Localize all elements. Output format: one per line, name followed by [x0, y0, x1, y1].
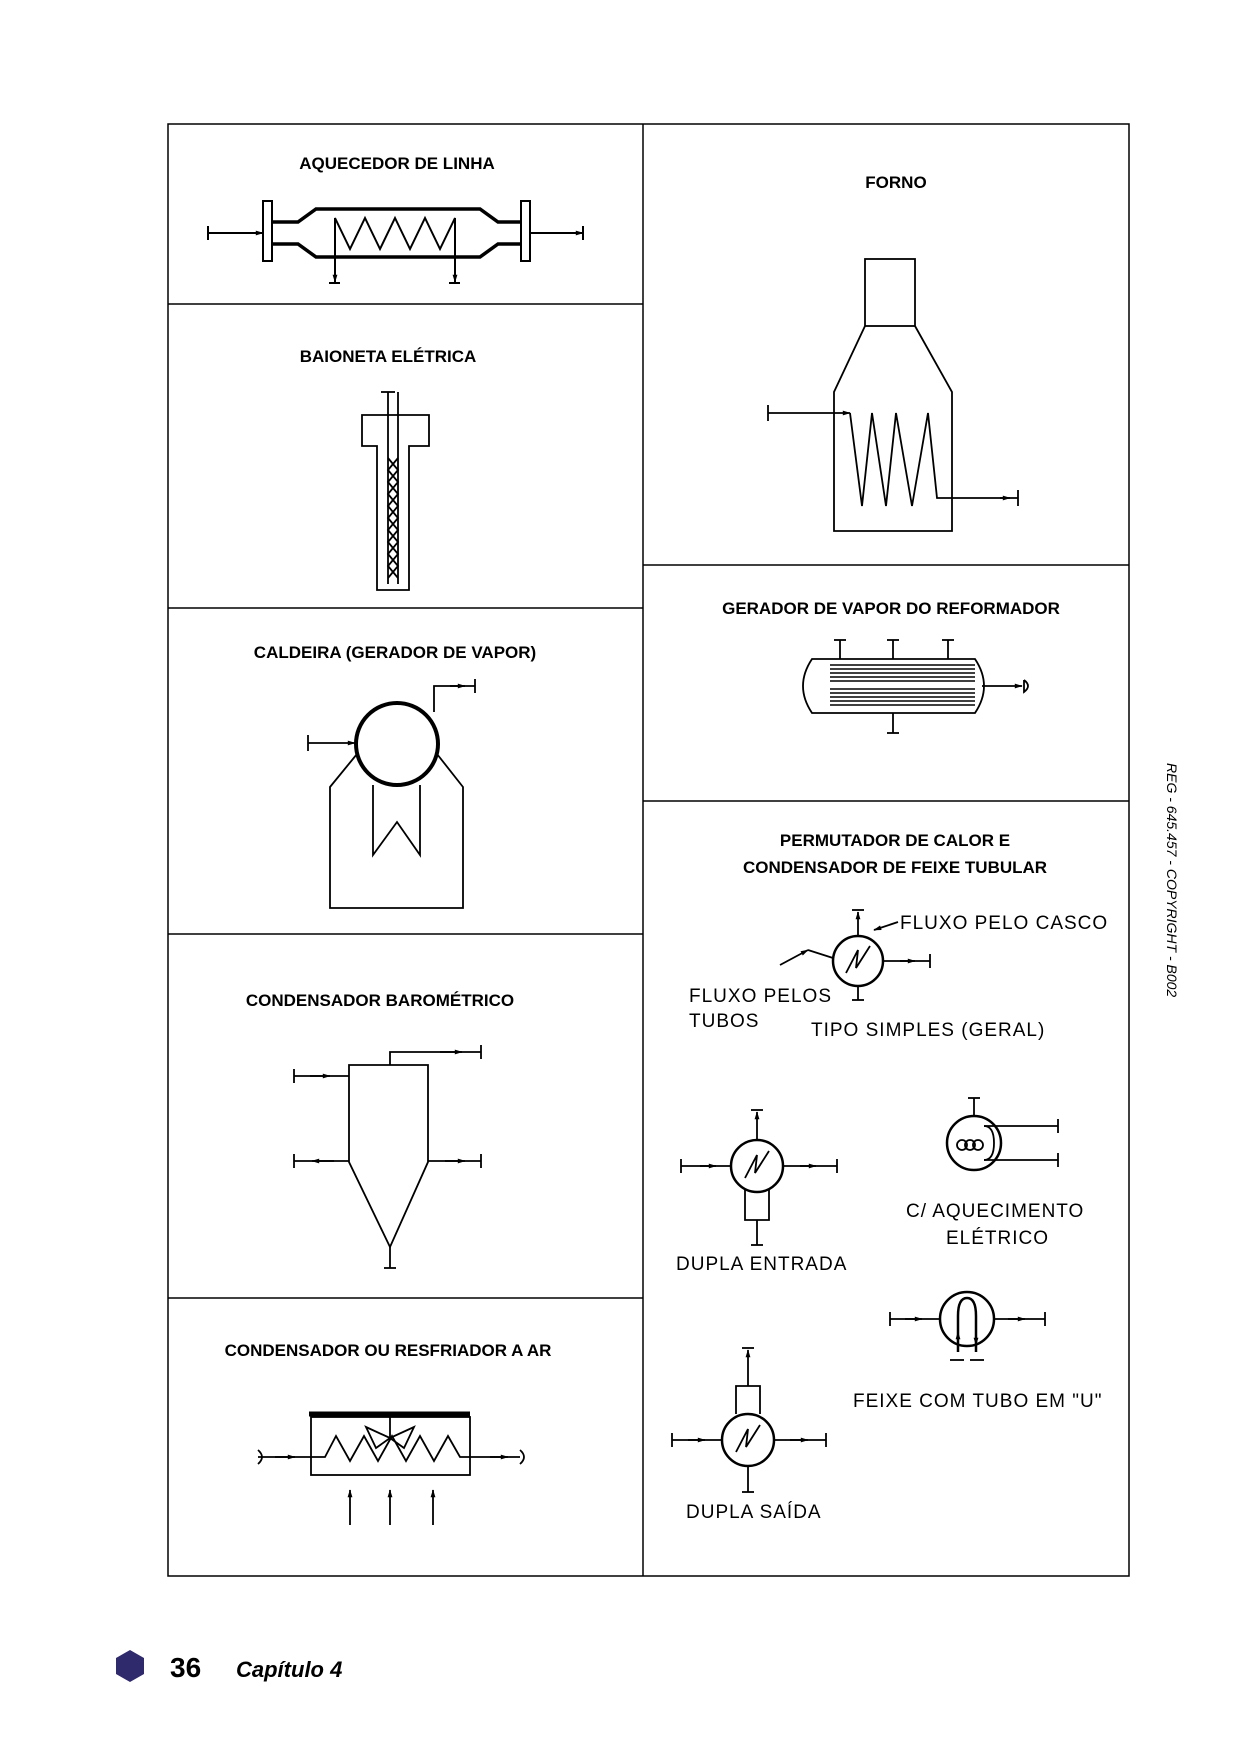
label-fluxo-casco: FLUXO PELO CASCO [900, 913, 1108, 934]
label-eletrico-2: ELÉTRICO [946, 1228, 1049, 1249]
heat-exchanger-double-outlet-symbol [671, 1347, 827, 1493]
title-permutador-1: PERMUTADOR DE CALOR E [780, 831, 1010, 850]
title-gerador: GERADOR DE VAPOR DO REFORMADOR [722, 599, 1060, 618]
heat-exchanger-electric-symbol [945, 1097, 1059, 1172]
title-caldeira: CALDEIRA (GERADOR DE VAPOR) [254, 643, 536, 662]
label-eletrico-1: C/ AQUECIMENTO [906, 1201, 1084, 1222]
furnace-symbol [767, 258, 1019, 532]
chapter-label: Capítulo 4 [236, 1657, 343, 1682]
label-fluxo-tubos-2: TUBOS [689, 1011, 759, 1032]
reformer-steam-generator-symbol [802, 639, 1029, 734]
heat-exchanger-simple-symbol [779, 909, 931, 1001]
label-dupla-entrada: DUPLA ENTRADA [676, 1254, 847, 1275]
title-permutador-2: CONDENSADOR DE FEIXE TUBULAR [743, 858, 1047, 877]
title-ar: CONDENSADOR OU RESFRIADOR A AR [225, 1341, 552, 1360]
boiler-symbol [307, 679, 476, 909]
title-aquecedor: AQUECEDOR DE LINHA [299, 154, 495, 173]
copyright-note: REG - 645.457 - COPYRIGHT - B002 [1164, 763, 1180, 998]
hexagon-icon [116, 1650, 144, 1682]
air-cooler-symbol [257, 1411, 525, 1525]
barometric-condenser-symbol [293, 1045, 482, 1269]
label-tipo-simples: TIPO SIMPLES (GERAL) [811, 1020, 1045, 1041]
bayonet-symbol [361, 391, 430, 591]
label-tubo-u: FEIXE COM TUBO EM "U" [853, 1391, 1103, 1412]
title-baioneta: BAIONETA ELÉTRICA [300, 347, 477, 366]
heat-exchanger-double-inlet-symbol [680, 1109, 838, 1246]
page-number: 36 [170, 1652, 202, 1683]
line-heater-symbol [207, 200, 584, 284]
label-fluxo-tubos-1: FLUXO PELOS [689, 986, 832, 1007]
title-forno: FORNO [865, 173, 926, 192]
heat-exchanger-u-tube-symbol [889, 1290, 1046, 1361]
title-barometrico: CONDENSADOR BAROMÉTRICO [246, 991, 514, 1010]
label-dupla-saida: DUPLA SAÍDA [686, 1502, 822, 1523]
table-grid [167, 123, 1130, 1577]
